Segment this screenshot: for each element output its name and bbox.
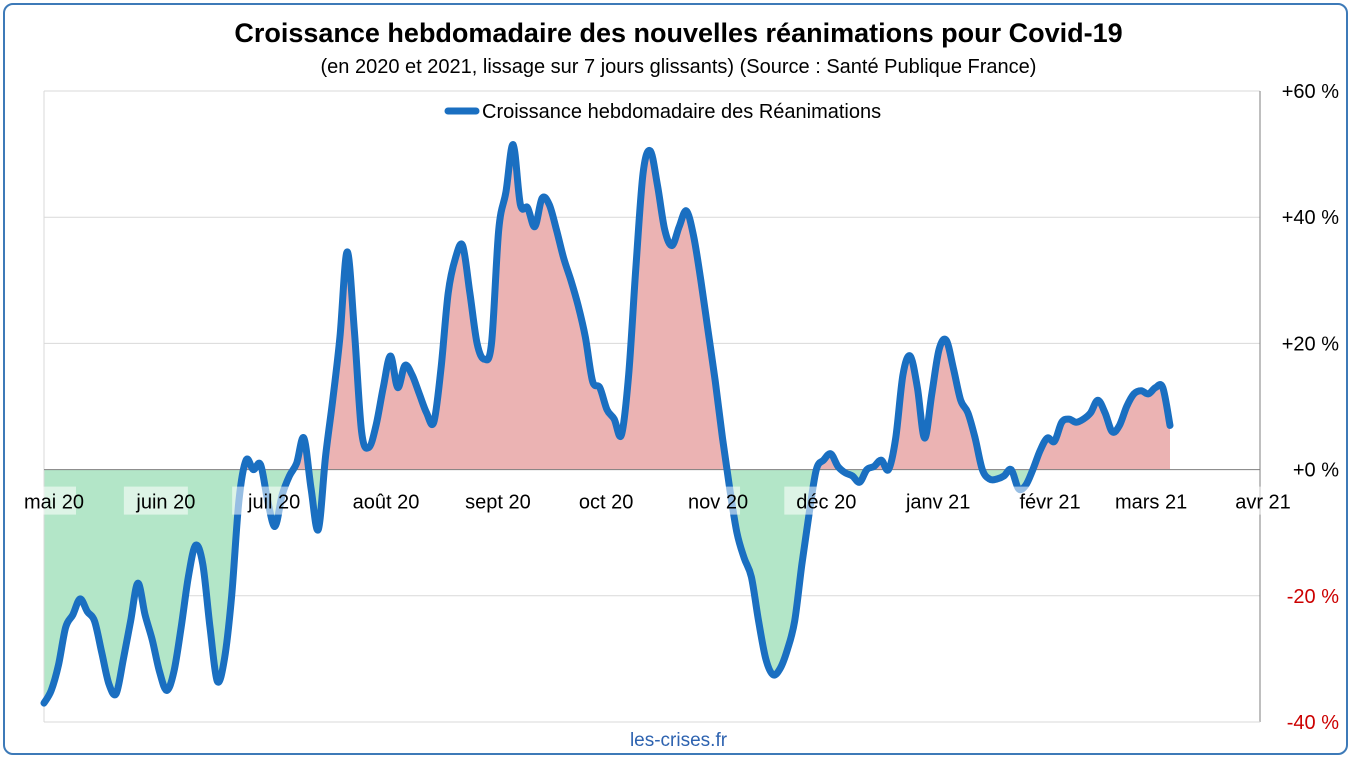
legend-item: Croissance hebdomadaire des Réanimations (444, 101, 881, 123)
x-tick-label: juil 20 (247, 492, 300, 514)
x-tick-halo (455, 486, 520, 515)
x-tick: oct 20 (564, 486, 633, 515)
x-tick-halo (232, 486, 297, 515)
x-tick: août 20 (344, 486, 420, 515)
x-tick-label: avr 21 (1235, 492, 1291, 514)
y-tick-label: +60 % (1282, 81, 1339, 103)
x-tick-halo (564, 486, 629, 515)
x-tick-halo (676, 486, 741, 515)
x-tick-label: janv 21 (905, 492, 971, 514)
x-tick-label: nov 20 (688, 492, 748, 514)
x-tick-label: oct 20 (579, 492, 633, 514)
source-credit: les-crises.fr (629, 730, 728, 751)
x-tick: déc 20 (784, 486, 856, 515)
x-tick: mars 21 (1109, 486, 1187, 515)
legend-label: Croissance hebdomadaire des Réanimations (482, 101, 881, 123)
y-tick-label: -20 % (1287, 586, 1339, 608)
chart-title: Croissance hebdomadaire des nouvelles ré… (234, 18, 1123, 48)
x-tick: juil 20 (232, 486, 300, 515)
x-tick-halo (784, 486, 849, 515)
series-line-group (40, 141, 1174, 707)
area-fills (44, 144, 1170, 704)
x-tick-label: mai 20 (24, 492, 84, 514)
x-tick-label: août 20 (353, 492, 420, 514)
chart-subtitle: (en 2020 et 2021, lissage sur 7 jours gl… (320, 56, 1037, 78)
x-tick-halo (344, 486, 409, 515)
y-tick-label: +0 % (1293, 460, 1339, 482)
x-tick-halo (1109, 486, 1174, 515)
y-tick-label: +40 % (1282, 207, 1339, 229)
legend: Croissance hebdomadaire des Réanimations (444, 101, 881, 123)
x-tick-label: déc 20 (796, 492, 856, 514)
x-tick: janv 21 (896, 486, 971, 515)
series-line (40, 141, 1174, 707)
x-tick-labels: mai 20 juin 20 juil 20 août 20 sept 20 oct 20… (12, 486, 1291, 515)
x-tick: juin 20 (123, 486, 195, 515)
x-tick-label: juin 20 (135, 492, 195, 514)
x-tick-halo (1008, 486, 1073, 515)
x-tick-halo (1221, 486, 1285, 515)
y-tick-label: -40 % (1287, 712, 1339, 734)
x-tick: avr 21 (1221, 486, 1291, 515)
x-tick: mai 20 (12, 486, 84, 515)
x-tick: sept 20 (455, 486, 531, 515)
x-tick: nov 20 (676, 486, 748, 515)
x-tick-halo (12, 486, 76, 515)
x-tick-label: mars 21 (1115, 492, 1187, 514)
positive-area (44, 144, 1170, 470)
y-tick-label: +20 % (1282, 333, 1339, 355)
x-tick-label: sept 20 (465, 492, 531, 514)
x-tick-label: févr 21 (1019, 492, 1080, 514)
x-tick: févr 21 (1008, 486, 1081, 515)
x-tick-halo (896, 486, 961, 515)
x-tick-halo (123, 486, 188, 515)
y-tick-labels: +60 % +40 % +20 % +0 % -20 % -40 % (1282, 81, 1339, 734)
